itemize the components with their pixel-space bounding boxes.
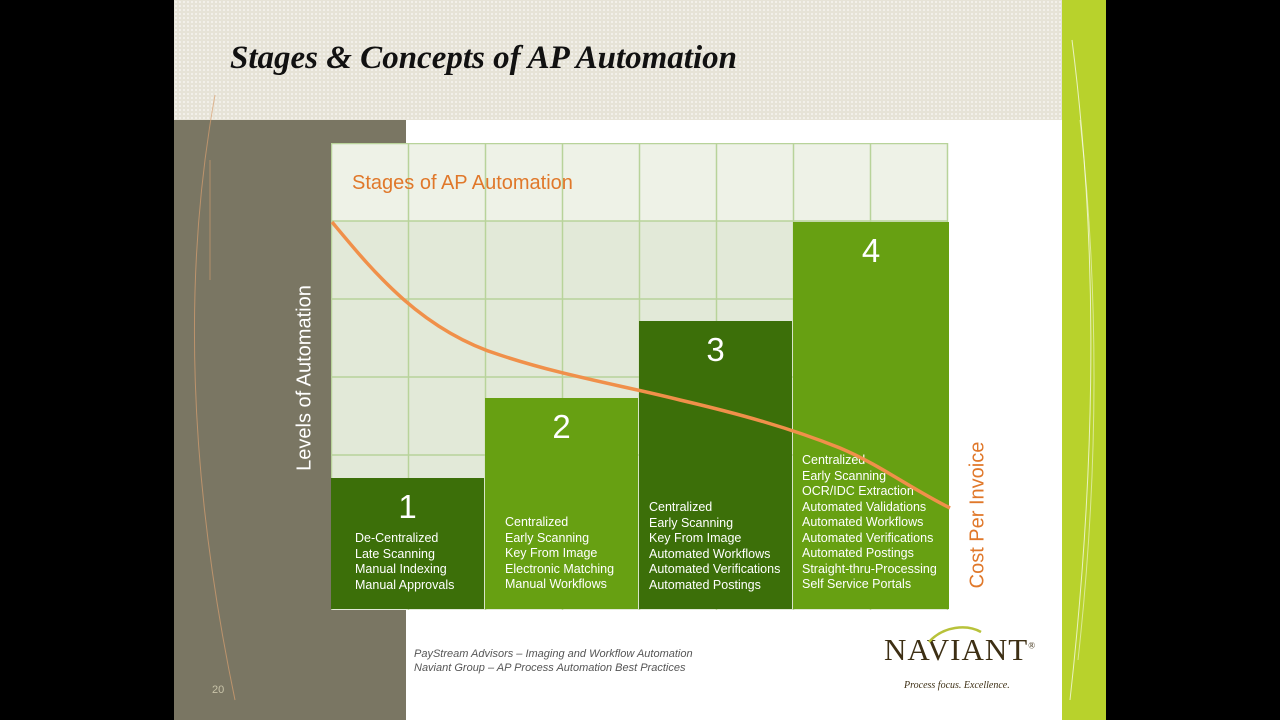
stage-2-item: Key From Image <box>505 546 598 560</box>
slide-header <box>174 0 1064 120</box>
references: PayStream Advisors – Imaging and Workflo… <box>414 647 693 675</box>
stage-4-item: Early Scanning <box>802 468 887 483</box>
stage-4-item: Automated Verifications <box>802 530 934 545</box>
logo-registered-mark: ® <box>1028 640 1037 651</box>
stage-4-item: Automated Validations <box>802 499 927 514</box>
logo-name: NAVIANT <box>884 632 1029 667</box>
stages-heading: Stages of AP Automation <box>352 172 573 194</box>
logo-tagline: Process focus. Excellence. <box>904 680 1010 691</box>
stage-3-items: Centralized Early Scanning Key From Imag… <box>649 500 780 593</box>
stage-2-items: Centralized Early Scanning Key From Imag… <box>505 515 614 593</box>
stage-3-item: Automated Postings <box>649 577 761 592</box>
slide-title: Stages & Concepts of AP Automation <box>230 40 737 76</box>
stage-1-number: 1 <box>398 488 417 525</box>
stage-3-number: 3 <box>706 331 725 368</box>
stage-3-item: Centralized <box>649 500 713 514</box>
stage-2-number: 2 <box>552 408 571 445</box>
stage-3-bar: 3 Centralized Early Scanning Key From Im… <box>639 321 792 609</box>
stage-3-item: Automated Workflows <box>649 546 771 561</box>
stage-3-item: Early Scanning <box>649 515 734 530</box>
stage-4-item: OCR/IDC Extraction <box>802 484 914 498</box>
stage-2-item: Early Scanning <box>505 530 590 545</box>
stage-4-number: 4 <box>861 232 881 269</box>
stage-1-item: Manual Approvals <box>355 577 455 592</box>
stage-4-bar: 4 Centralized Early Scanning OCR/IDC Ext… <box>793 222 949 609</box>
stage-1-bar: 1 De-Centralized Late Scanning Manual In… <box>331 478 484 609</box>
logo-swoosh-icon <box>928 626 982 643</box>
naviant-logo: NAVIANT® <box>884 632 1036 668</box>
y-axis-label: Levels of Automation <box>293 285 316 471</box>
stage-4-item: Straight-thru-Processing <box>802 561 937 576</box>
stage-4-item: Centralized <box>802 453 866 467</box>
stage-2-item: Electronic Matching <box>505 561 615 576</box>
stage-4-items: Centralized Early Scanning OCR/IDC Extra… <box>802 453 937 593</box>
stage-1-item: Late Scanning <box>355 546 435 561</box>
cost-per-invoice-label: Cost Per Invoice <box>966 441 989 589</box>
stage-1-items: De-Centralized Late Scanning Manual Inde… <box>355 531 454 593</box>
stage-4-item: Automated Workflows <box>802 515 924 529</box>
page-number: 20 <box>212 684 225 696</box>
stage-4-item: Self Service Portals <box>802 577 912 591</box>
stage-2-item: Centralized <box>505 515 569 529</box>
stage-2-item: Manual Workflows <box>505 577 607 591</box>
stage-3-item: Key From Image <box>649 531 742 545</box>
stage-3-item: Automated Verifications <box>649 562 781 576</box>
reference-item: PayStream Advisors – Imaging and Workflo… <box>414 648 693 660</box>
stage-1-item: De-Centralized <box>355 531 439 545</box>
stage-4-item: Automated Postings <box>802 546 914 560</box>
reference-item: Naviant Group – AP Process Automation Be… <box>414 662 686 674</box>
stage-1-item: Manual Indexing <box>355 562 447 576</box>
stage-2-bar: 2 Centralized Early Scanning Key From Im… <box>485 398 638 609</box>
